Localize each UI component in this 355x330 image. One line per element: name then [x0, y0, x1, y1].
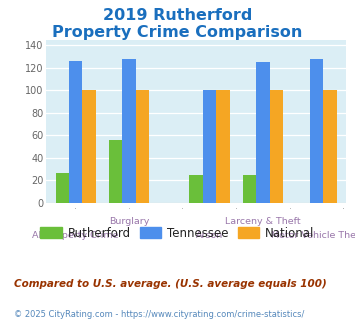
Text: 2019 Rutherford: 2019 Rutherford [103, 8, 252, 23]
Text: Compared to U.S. average. (U.S. average equals 100): Compared to U.S. average. (U.S. average … [14, 279, 327, 289]
Bar [190, 175, 203, 203]
Bar [243, 175, 256, 203]
Bar [270, 90, 283, 203]
Bar [55, 173, 69, 203]
Bar [323, 90, 337, 203]
Bar [310, 59, 323, 203]
Text: Burglary: Burglary [109, 217, 149, 226]
Bar [82, 90, 96, 203]
Bar [216, 90, 230, 203]
Bar [136, 90, 149, 203]
Text: © 2025 CityRating.com - https://www.cityrating.com/crime-statistics/: © 2025 CityRating.com - https://www.city… [14, 310, 305, 319]
Bar [203, 90, 216, 203]
Text: Motor Vehicle Theft: Motor Vehicle Theft [271, 231, 355, 240]
Text: Property Crime Comparison: Property Crime Comparison [52, 25, 303, 40]
Bar [122, 59, 136, 203]
Text: Arson: Arson [196, 231, 223, 240]
Bar [109, 140, 122, 203]
Legend: Rutherford, Tennessee, National: Rutherford, Tennessee, National [36, 222, 320, 245]
Text: Larceny & Theft: Larceny & Theft [225, 217, 301, 226]
Text: All Property Crime: All Property Crime [32, 231, 119, 240]
Bar [256, 62, 270, 203]
Bar [69, 61, 82, 203]
